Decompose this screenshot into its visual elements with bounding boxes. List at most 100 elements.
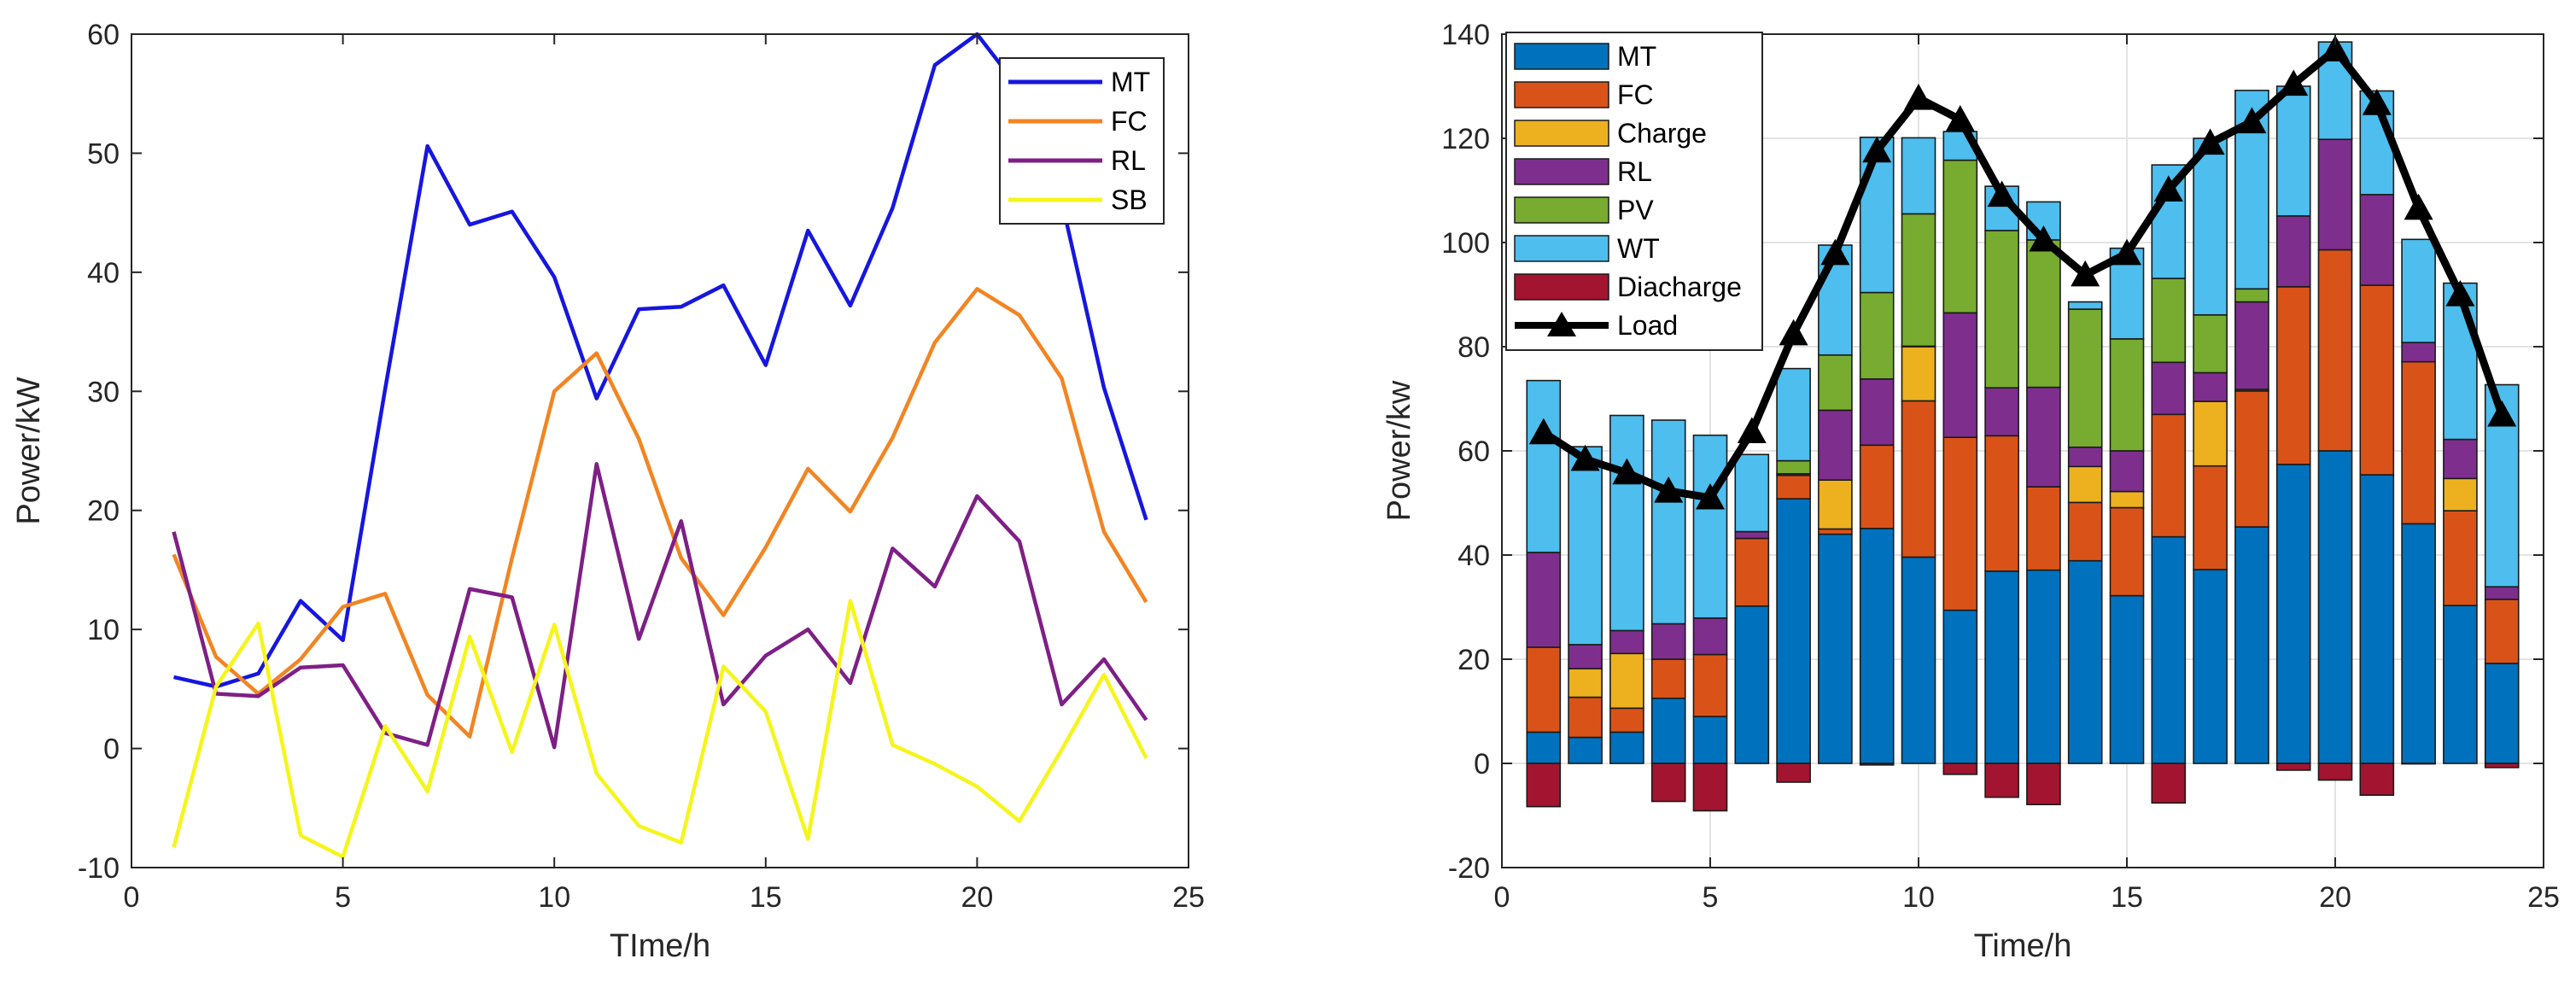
right-stacked-bar-chart: 0 5 10 15 20 25-20020406080100120140Time/hPow… [1381, 19, 2560, 964]
c2-ytick-label: -20 [1448, 852, 1490, 885]
c2-bar-wt [2193, 137, 2228, 316]
c1-xtick-label: 0 [124, 881, 140, 914]
c2-bar-wt [1568, 446, 1603, 646]
c1-ytick-label: 60 [87, 19, 120, 51]
c2-load-marker [2362, 89, 2392, 115]
c2-load-marker [1820, 238, 1850, 266]
c2-bar-mt [1942, 609, 1978, 764]
c2-bar-fc [1650, 658, 1686, 699]
c1-series-rl-line [172, 462, 1148, 750]
c2-bar-rl [2067, 446, 2103, 468]
c2-bar-wt [2401, 238, 2436, 343]
c2-bar-fc [1734, 537, 1770, 607]
c2-bar-wt [1901, 137, 1936, 215]
c2-bar-fc [2443, 510, 2478, 606]
c2-bar-mt [1859, 528, 1895, 764]
c2-legend-label-rl: RL [1617, 156, 1652, 187]
c2-bar-fc [1526, 646, 1562, 734]
c1-legend-label-fc: FC [1111, 106, 1148, 137]
c1-axes-box [131, 33, 1189, 868]
c2-bar-mt [2359, 474, 2395, 764]
c2-bar-mt [1984, 570, 2019, 764]
c2-bar-wt [1609, 414, 1644, 632]
c2-bar-diacharge [1692, 763, 1728, 812]
c2-ytick-label: 20 [1457, 644, 1490, 676]
c2-legend-label-wt: WT [1617, 233, 1660, 264]
c2-bar-rl [2401, 342, 2436, 363]
c2-bar-rl [2109, 450, 2145, 493]
c2-bar-rl [1818, 409, 1853, 481]
c1-xtick-label: 5 [335, 881, 351, 914]
c2-bar-pv [2109, 338, 2145, 452]
c2-legend-label-fc: FC [1617, 79, 1654, 110]
c2-load-marker [2237, 107, 2267, 134]
c2-load-marker [1945, 105, 1975, 132]
c2-legend-swatch-wt [1514, 235, 1609, 262]
c2-xtick-label: 25 [2527, 881, 2560, 914]
c2-bar-fc [2067, 501, 2103, 562]
c2-bar-mt [1692, 716, 1728, 764]
c2-bar-charge [2067, 465, 2103, 504]
c2-bar-fc [2359, 284, 2395, 476]
c2-legend-swatch-fc [1514, 81, 1609, 108]
c2-load-marker [2279, 69, 2309, 96]
c2-xtick-label: 10 [1902, 881, 1935, 914]
c2-legend-swatch-charge [1514, 120, 1609, 147]
c2-xtick-label: 0 [1494, 881, 1510, 914]
c2-bar-rl [1526, 552, 1562, 648]
c2-bar-mt [1734, 605, 1770, 764]
c2-ytick-label: 0 [1474, 748, 1490, 780]
c2-load-marker [2487, 400, 2517, 427]
c2-bar-rl [2317, 138, 2353, 251]
c2-bar-wt [1692, 434, 1728, 619]
c2-legend-swatch-pv [1514, 196, 1609, 224]
c2-bar-rl [2443, 438, 2478, 480]
c2-bar-diacharge [2151, 763, 2187, 804]
c2-bar-wt [2275, 85, 2311, 217]
c2-bar-rl [2193, 371, 2228, 402]
c2-load-marker [1570, 444, 1600, 471]
c2-bar-mt [2401, 523, 2436, 764]
c2-bar-mt [2193, 569, 2228, 764]
c2-load-marker [1528, 418, 1558, 445]
c1-ytick-label: 20 [87, 495, 120, 528]
c2-bar-pv [2234, 288, 2269, 303]
c1-ytick-label: 10 [87, 614, 120, 646]
c2-bar-mt [2067, 559, 2103, 764]
c2-bar-diacharge [1859, 763, 1895, 766]
c2-bar-rl [2026, 386, 2061, 488]
c2-load-marker [1737, 417, 1767, 444]
c2-bar-fc [1609, 707, 1644, 734]
c1-legend-label-mt: MT [1111, 67, 1150, 97]
c2-bar-fc [2234, 390, 2269, 528]
c2-bar-diacharge [2359, 763, 2395, 797]
c1-legend-label-rl: RL [1111, 145, 1146, 176]
c2-bar-rl [2234, 301, 2269, 390]
c2-bar-pv [2067, 308, 2103, 448]
c2-bar-fc [1692, 653, 1728, 717]
c2-bar-fc [1818, 528, 1853, 535]
c2-xtick-label: 5 [1703, 881, 1719, 914]
c2-bar-rl [2484, 586, 2520, 600]
c2-bar-diacharge [1650, 763, 1686, 803]
c2-bar-charge [1609, 652, 1644, 710]
c1-y-axis-label: Power/kW [11, 377, 47, 524]
c1-xtick-label: 20 [961, 881, 993, 914]
c2-ytick-label: 140 [1441, 19, 1490, 51]
c2-legend-swatch-rl [1514, 158, 1609, 185]
c2-load-marker [1779, 319, 1808, 346]
c2-bar-mt [1901, 556, 1936, 764]
c2-bar-rl [1859, 378, 1895, 447]
c2-bar-diacharge [1776, 763, 1811, 783]
c2-bar-pv [2026, 239, 2061, 389]
c2-bar-wt [2067, 301, 2103, 310]
c2-bar-diacharge [1942, 763, 1978, 775]
c2-bar-fc [2484, 599, 2520, 664]
c2-bar-fc [2193, 465, 2228, 570]
c2-bar-diacharge [2275, 763, 2311, 771]
c2-y-axis-label: Power/kw [1381, 380, 1417, 521]
c2-load-marker [2153, 175, 2183, 202]
c2-legend-label-pv: PV [1617, 195, 1654, 225]
c1-series-mt-line [173, 32, 1148, 689]
c2-bar-charge [2193, 400, 2228, 467]
